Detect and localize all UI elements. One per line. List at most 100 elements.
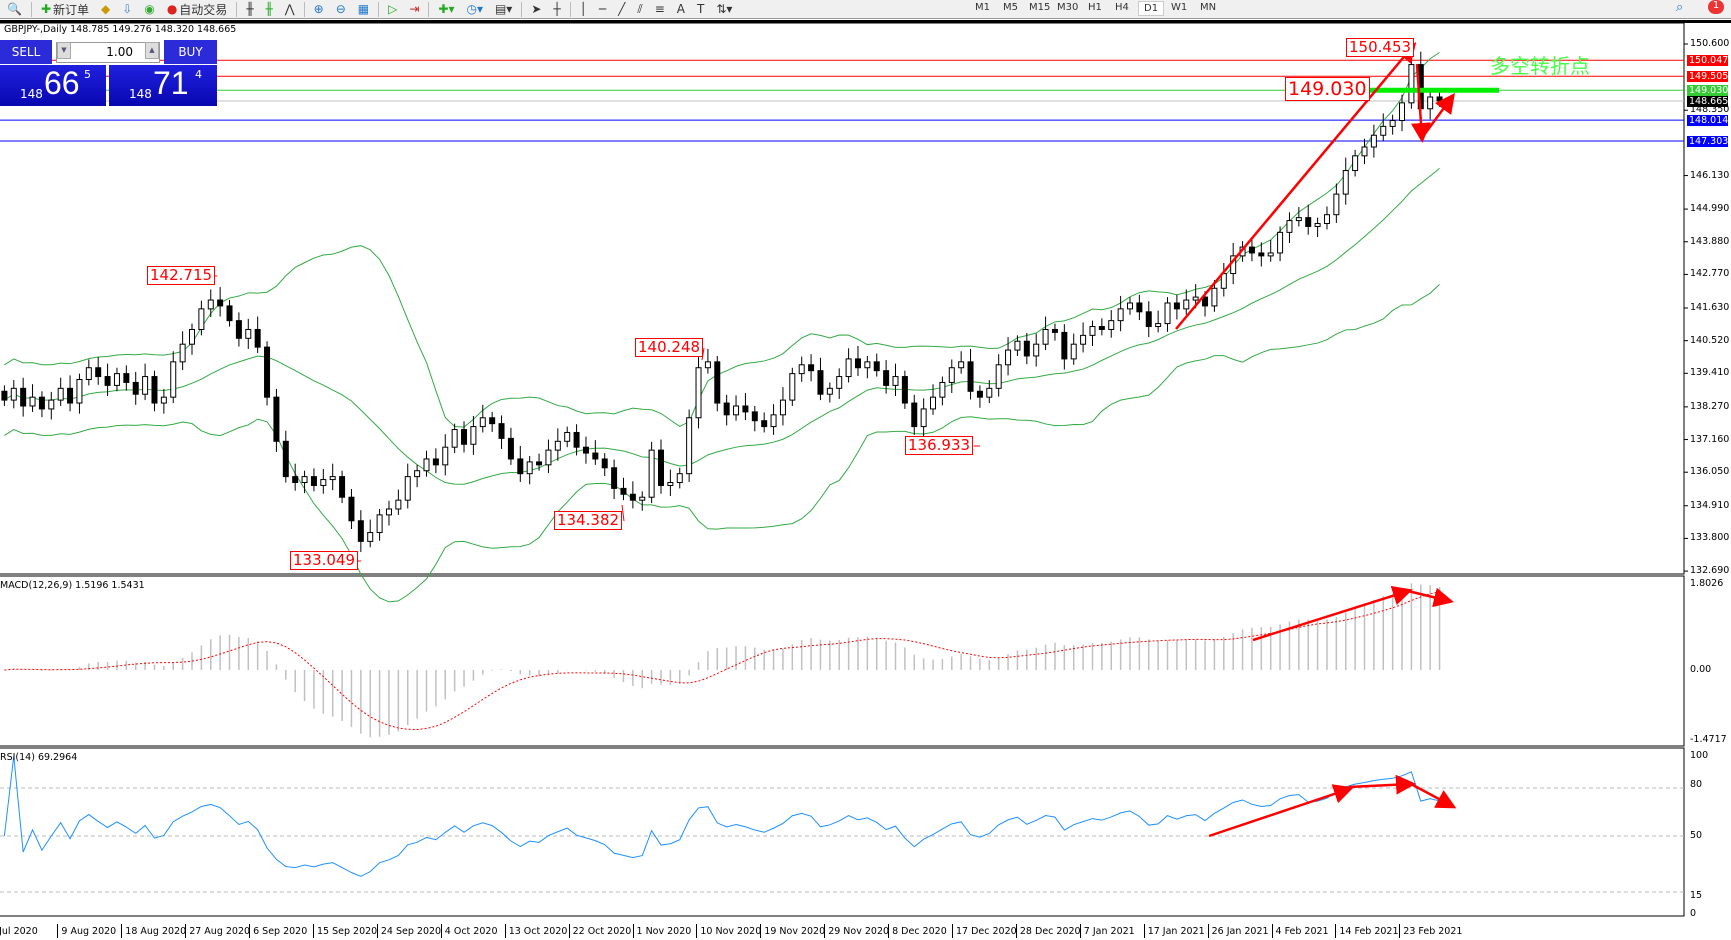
trend-arrow (1422, 92, 1455, 136)
navigator-icon[interactable]: ⇩ (122, 2, 133, 16)
trend-arrow (1175, 42, 1417, 330)
bull-candle (639, 496, 646, 501)
bear-candle (1305, 217, 1312, 227)
text-icon[interactable]: A (676, 2, 685, 16)
price-level-tag: 150.047 (1687, 55, 1729, 67)
annotation-low-label: 134.382 (554, 511, 623, 530)
trend-arrow (1407, 587, 1454, 608)
annotation-low-label: 133.049 (290, 551, 359, 570)
fibonacci-icon[interactable]: ≡ (654, 2, 665, 16)
bear-candle (1136, 302, 1143, 313)
line-chart-icon[interactable]: ⋀ (284, 2, 295, 16)
buy-button[interactable]: BUY (164, 40, 217, 64)
bull-candle (29, 396, 36, 407)
bull-candle (1295, 217, 1302, 222)
bull-candle (1080, 334, 1087, 345)
bid-fraction: 5 (84, 68, 91, 81)
timeframe-m30[interactable]: M30 (1057, 2, 1079, 13)
bull-candle (48, 399, 55, 410)
cursor-icon[interactable]: ➤ (531, 2, 542, 16)
notification-badge[interactable]: 1 (1708, 0, 1724, 14)
price-axis-label: 140.520 (1690, 334, 1730, 346)
bid-price[interactable]: 148 66 5 (0, 65, 106, 106)
price-axis-label: 136.050 (1690, 466, 1730, 478)
date-axis-label: 23 Feb 2021 (1399, 924, 1462, 938)
bull-candle (1183, 299, 1190, 310)
ask-price[interactable]: 148 71 4 (109, 65, 217, 106)
toolbar-separator (236, 1, 238, 17)
new-order-button[interactable]: ✚ 新订单 (38, 1, 92, 18)
bull-candle (85, 367, 92, 381)
date-axis-label: 9 Aug 2020 (57, 924, 116, 938)
bear-candle (264, 346, 271, 398)
timeframe-mn[interactable]: MN (1200, 2, 1217, 13)
timeframe-w1[interactable]: W1 (1171, 2, 1188, 13)
auto-trading-button[interactable]: ● 自动交易 (164, 1, 231, 18)
signals-icon[interactable]: ◉ (144, 2, 155, 16)
trendline-icon[interactable]: ╱ (618, 2, 626, 16)
indicators-icon[interactable]: ✚▾ (438, 2, 455, 16)
date-axis-label: 7 Jan 2021 (1079, 924, 1135, 938)
price-axis-label: 137.160 (1690, 433, 1730, 445)
bear-candle (1248, 246, 1255, 254)
auto-scroll-icon[interactable]: ▷ (388, 2, 398, 16)
bull-candle (367, 532, 374, 542)
bull-candle (1399, 102, 1406, 122)
bear-candle (976, 390, 983, 398)
arrows-icon[interactable]: ⇅▾ (716, 2, 733, 16)
volume-decrease-button[interactable]: ▼ (57, 42, 71, 59)
bull-candle (554, 440, 561, 451)
macd-axis-zero: 0.00 (1690, 664, 1712, 675)
candlestick-icon[interactable]: ╫ (265, 2, 273, 16)
timeframe-m1[interactable]: M1 (975, 2, 990, 13)
date-axis-label: 17 Dec 2020 (952, 924, 1017, 938)
magnifier-icon[interactable]: 🔍 (7, 2, 22, 16)
toolbar-separator (569, 1, 571, 17)
macd-axis-max: 1.8026 (1690, 578, 1724, 589)
bull-candle (57, 387, 64, 401)
periods-icon[interactable]: ◷▾ (466, 2, 483, 16)
bull-candle (864, 361, 871, 369)
templates-icon[interactable]: ▤▾ (494, 2, 513, 16)
equidistant-channel-icon[interactable]: ⫽ (637, 1, 643, 16)
timeframe-d1[interactable]: D1 (1138, 1, 1165, 16)
bear-candle (582, 446, 589, 454)
chart-shift-icon[interactable]: ⇥ (409, 2, 420, 16)
horizontal-line-icon[interactable]: ─ (598, 2, 607, 16)
bull-candle (995, 364, 1002, 389)
date-axis-label: 14 Feb 2021 (1335, 924, 1399, 938)
volume-input[interactable]: 1.00 (56, 42, 160, 63)
bear-candle (348, 496, 355, 522)
sell-button[interactable]: SELL (0, 40, 52, 64)
bull-candle (667, 482, 674, 486)
zoom-in-icon[interactable]: ⊕ (313, 2, 324, 16)
metaeditor-icon[interactable]: ◆ (101, 2, 111, 16)
bull-candle (1117, 308, 1124, 322)
bar-chart-icon[interactable]: ╫ (246, 2, 254, 16)
search-icon[interactable]: ⌕ (1676, 0, 1684, 15)
bull-candle (1127, 302, 1133, 310)
bear-candle (20, 387, 27, 407)
toolbar-separator (303, 1, 305, 17)
tile-windows-icon[interactable]: ▦ (357, 2, 370, 16)
annotation-high-label: 150.453 (1346, 38, 1415, 57)
timeframe-h1[interactable]: H1 (1088, 2, 1102, 13)
vertical-line-icon[interactable]: │ (579, 2, 587, 16)
rsi-axis-15: 15 (1690, 890, 1703, 901)
bull-candle (1380, 125, 1387, 136)
crosshair-icon[interactable]: ┼ (553, 2, 561, 16)
toolbar-separator (521, 1, 523, 17)
bull-candle (986, 387, 993, 398)
bull-candle (1427, 96, 1434, 110)
timeframe-h4[interactable]: H4 (1115, 2, 1129, 13)
timeframe-m15[interactable]: M15 (1029, 2, 1051, 13)
bid-pips: 66 (44, 65, 80, 101)
bear-candle (95, 367, 102, 378)
timeframe-m5[interactable]: M5 (1003, 2, 1018, 13)
text-label-icon[interactable]: T (696, 2, 705, 16)
bull-candle (423, 458, 430, 472)
volume-increase-button[interactable]: ▲ (145, 42, 159, 59)
zoom-out-icon[interactable]: ⊖ (335, 2, 346, 16)
bull-candle (798, 364, 805, 375)
